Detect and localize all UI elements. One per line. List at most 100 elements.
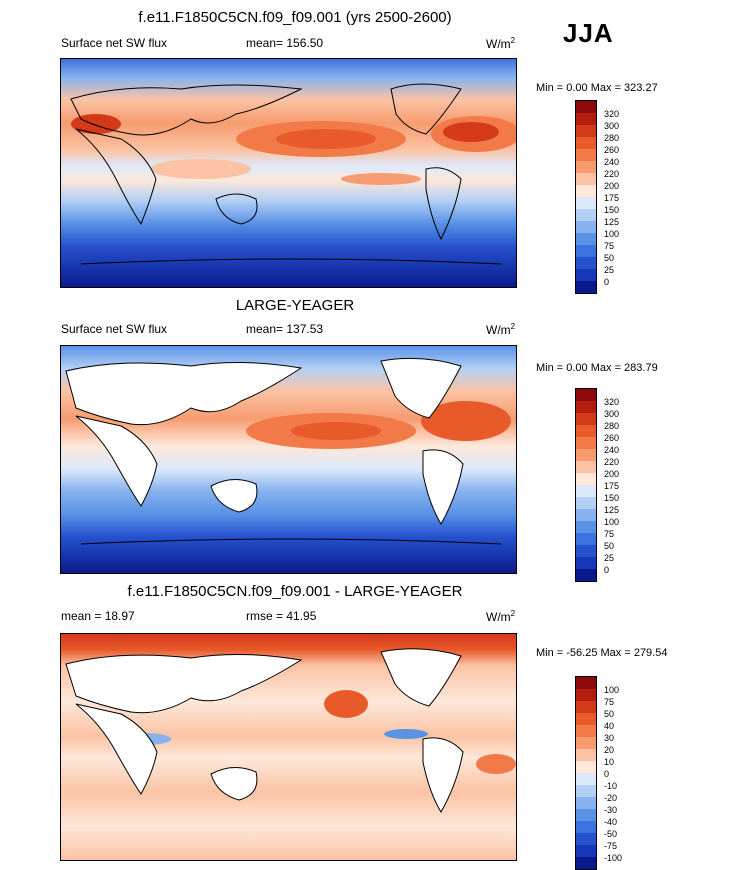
panel-2-units: W/m2 xyxy=(486,322,516,337)
panel-1-tick: 25 xyxy=(604,265,615,275)
panel-1-swatch xyxy=(576,161,596,173)
panel-3-swatch xyxy=(576,725,596,737)
panel-3-tick: -100 xyxy=(604,853,623,863)
panel-3-tick: 40 xyxy=(604,721,615,731)
panel-1-units: W/m2 xyxy=(486,36,516,51)
panel-1-tick: 320 xyxy=(604,109,620,119)
panel-3-units: W/m2 xyxy=(486,609,516,624)
panel-2-tick: 50 xyxy=(604,541,615,551)
panel-1-tick: 125 xyxy=(604,217,620,227)
panel-3-tick: 10 xyxy=(604,757,615,767)
panel-2-mean: mean= 137.53 xyxy=(246,322,324,336)
panel-1-tick: 240 xyxy=(604,157,620,167)
panel-2-swatch xyxy=(576,545,596,557)
panel-2-swatch xyxy=(576,401,596,413)
panel-3-tick: -30 xyxy=(604,805,618,815)
panel-3-swatch xyxy=(576,749,596,761)
panel-2-swatch xyxy=(576,449,596,461)
panel-1-colorbar: 320 300 280 260 240 220 200 175 150 125 … xyxy=(575,100,619,294)
panel-3-mean: mean = 18.97 xyxy=(61,609,135,623)
panel-2-swatch xyxy=(576,533,596,545)
panel-3-tick: 20 xyxy=(604,745,615,755)
panel-3-swatch xyxy=(576,809,596,821)
panel-3-rmse: rmse = 41.95 xyxy=(246,609,317,623)
panel-1-swatch xyxy=(576,281,596,293)
panel-1-swatch xyxy=(576,113,596,125)
panel-2-tick: 150 xyxy=(604,493,620,503)
panel-1-tick: 175 xyxy=(604,193,620,203)
panel-2-tick: 220 xyxy=(604,457,620,467)
panel-2-tick: 280 xyxy=(604,421,620,431)
panel-2-tick: 75 xyxy=(604,529,615,539)
panel-1-swatch xyxy=(576,257,596,269)
panel-2-swatch xyxy=(576,461,596,473)
panel-2-swatch xyxy=(576,569,596,581)
panel-3-colorbar: 100 75 50 40 30 20 10 0 -10 -20 -30 -40 … xyxy=(575,676,622,870)
panel-1-minmax: Min = 0.00 Max = 323.27 xyxy=(536,82,658,94)
panel-3-tick: 100 xyxy=(604,685,620,695)
panel-3-swatch xyxy=(576,737,596,749)
panel-3-tick: 0 xyxy=(604,769,610,779)
panel-1-swatch xyxy=(576,185,596,197)
panel-1-tick: 50 xyxy=(604,253,615,263)
panel-2-swatch xyxy=(576,437,596,449)
panel-3-title: f.e11.F1850C5CN.f09_f09.001 - LARGE-YEAG… xyxy=(127,583,463,600)
panel-3-tick: 75 xyxy=(604,697,615,707)
panel-1-swatch xyxy=(576,233,596,245)
panel-2-tick: 240 xyxy=(604,445,620,455)
panel-2-swatch xyxy=(576,521,596,533)
panel-2-map xyxy=(60,345,517,574)
panel-2-tick: 175 xyxy=(604,481,620,491)
panel-1-swatch xyxy=(576,245,596,257)
panel-3-swatch xyxy=(576,857,596,869)
panel-2-tick: 100 xyxy=(604,517,620,527)
panel-2-minmax: Min = 0.00 Max = 283.79 xyxy=(536,362,658,374)
panel-3-map-svg xyxy=(61,634,516,860)
panel-1-map-svg xyxy=(61,59,516,287)
panel-2-map-svg xyxy=(61,346,516,573)
panel-1-map xyxy=(60,58,517,288)
panel-1-swatch xyxy=(576,149,596,161)
panel-1-tick: 75 xyxy=(604,241,615,251)
panel-1-tick: 200 xyxy=(604,181,620,191)
panel-2-field-label: Surface net SW flux xyxy=(61,322,168,336)
panel-2-title: LARGE-YEAGER xyxy=(235,297,355,314)
panel-1-field-label: Surface net SW flux xyxy=(61,36,168,50)
panel-1-swatch xyxy=(576,101,596,113)
panel-3-tick: -20 xyxy=(604,793,618,803)
panel-2-swatch xyxy=(576,557,596,569)
panel-1-swatch xyxy=(576,173,596,185)
panel-3-tick: -50 xyxy=(604,829,618,839)
panel-1-mean: mean= 156.50 xyxy=(246,36,324,50)
panel-3-swatch xyxy=(576,761,596,773)
panel-3-swatch xyxy=(576,689,596,701)
panel-2-swatch xyxy=(576,473,596,485)
panel-3-swatch xyxy=(576,713,596,725)
panel-1-swatch xyxy=(576,197,596,209)
panel-3-tick: 30 xyxy=(604,733,615,743)
panel-3-swatch xyxy=(576,677,596,689)
panel-2-swatch xyxy=(576,485,596,497)
panel-2-tick: 260 xyxy=(604,433,620,443)
panel-2-swatch xyxy=(576,497,596,509)
panel-1-swatch xyxy=(576,137,596,149)
panel-2-tick: 0 xyxy=(604,565,610,575)
panel-2-tick: 200 xyxy=(604,469,620,479)
panel-2-swatch xyxy=(576,389,596,401)
panel-3-swatch xyxy=(576,821,596,833)
panel-3-tick: -10 xyxy=(604,781,618,791)
panel-1-tick: 0 xyxy=(604,277,610,287)
panel-1-tick: 300 xyxy=(604,121,620,131)
panel-1-title: f.e11.F1850C5CN.f09_f09.001 (yrs 2500-26… xyxy=(138,9,452,26)
panel-3-tick: -75 xyxy=(604,841,618,851)
panel-2-tick: 25 xyxy=(604,553,615,563)
panel-2-swatch xyxy=(576,509,596,521)
panel-2-colorbar: 320 300 280 260 240 220 200 175 150 125 … xyxy=(575,388,619,582)
panel-1-tick: 150 xyxy=(604,205,620,215)
panel-2-swatch xyxy=(576,413,596,425)
panel-1-swatch xyxy=(576,269,596,281)
panel-1-tick: 280 xyxy=(604,133,620,143)
panel-3-swatch xyxy=(576,797,596,809)
panel-1-swatch xyxy=(576,209,596,221)
panel-2-tick: 300 xyxy=(604,409,620,419)
